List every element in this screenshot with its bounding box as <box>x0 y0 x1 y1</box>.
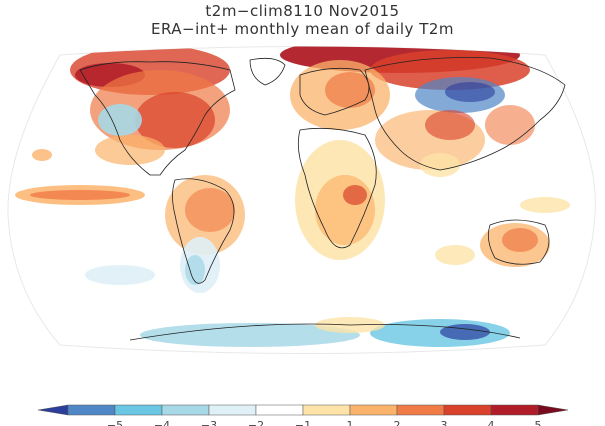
map-title: t2m−clim8110 Nov2015 <box>205 2 400 20</box>
coastlines <box>79 57 566 341</box>
colorbar-tick-label: −3 <box>201 419 217 426</box>
map-subtitle: ERA−int+ monthly mean of daily T2m <box>150 20 455 38</box>
colorbar-tick-label: 4 <box>488 419 495 426</box>
colorbar-tick-label: −1 <box>295 419 311 426</box>
anomaly-field <box>15 46 570 347</box>
colorbar-tick-label: 1 <box>347 419 354 426</box>
colorbar-segment <box>114 404 163 416</box>
colorbar-tick-label: 2 <box>394 419 401 426</box>
colorbar-segment <box>67 404 116 416</box>
colorbar-extend-high <box>537 404 569 416</box>
colorbar-segment <box>161 404 210 416</box>
colorbar-extend-low <box>37 404 69 416</box>
colorbar-segment <box>490 404 539 416</box>
colorbar-tick-label: 3 <box>441 419 448 426</box>
colorbar-segment <box>208 404 257 416</box>
colorbar-segment <box>255 404 304 416</box>
colorbar-segment <box>443 404 492 416</box>
colorbar-segment <box>396 404 445 416</box>
colorbar-tick-label: −2 <box>248 419 264 426</box>
colorbar-segment <box>349 404 398 416</box>
colorbar-tick-label: −4 <box>154 419 170 426</box>
colorbar-tick-label: −5 <box>107 419 123 426</box>
colorbar-tick-label: 5 <box>535 419 542 426</box>
colorbar-segment <box>302 404 351 416</box>
